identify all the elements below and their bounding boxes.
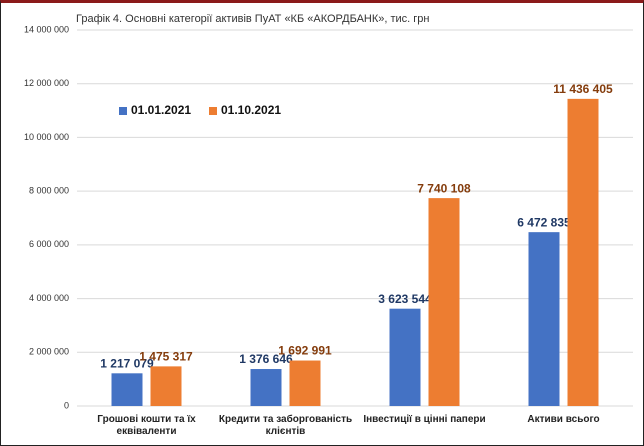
y-tick-label: 10 000 000 <box>24 132 69 142</box>
legend-swatch <box>119 107 127 115</box>
legend-label: 01.10.2021 <box>221 103 281 117</box>
x-tick-label: Грошові кошти та їх еквіваленти <box>97 414 196 437</box>
legend-label: 01.01.2021 <box>131 103 191 117</box>
value-label: 7 740 108 <box>417 181 471 195</box>
bar <box>250 369 282 406</box>
bar <box>150 366 182 406</box>
bar <box>111 373 143 406</box>
value-label: 1 376 646 <box>239 352 293 366</box>
y-tick-label: 0 <box>64 400 69 410</box>
y-tick-label: 6 000 000 <box>29 239 69 249</box>
y-tick-label: 2 000 000 <box>29 347 69 357</box>
value-label: 1 217 079 <box>100 356 154 370</box>
x-tick-label: Інвестиції в цінні папери <box>363 414 486 425</box>
chart-title: Графік 4. Основні категорії активів ПуАТ… <box>76 13 429 25</box>
chart: Графік 4. Основні категорії активів ПуАТ… <box>24 13 633 410</box>
y-tick-label: 4 000 000 <box>29 293 69 303</box>
value-label: 1 475 317 <box>139 350 193 364</box>
y-tick-label: 12 000 000 <box>24 78 69 88</box>
value-label: 3 623 544 <box>378 292 432 306</box>
x-tick-label: Кредити та заборгованість клієнтів <box>218 414 353 437</box>
y-tick-label: 14 000 000 <box>24 24 69 34</box>
value-label: 11 436 405 <box>553 82 613 96</box>
bar <box>289 360 321 406</box>
bar <box>567 98 599 407</box>
bar <box>528 232 560 406</box>
legend-swatch <box>209 107 217 115</box>
bar <box>389 308 421 406</box>
x-tick-label: Активи всього <box>527 414 600 425</box>
bar <box>428 198 460 406</box>
value-label: 1 692 991 <box>278 344 332 358</box>
value-label: 6 472 835 <box>517 215 571 229</box>
y-tick-label: 8 000 000 <box>29 186 69 196</box>
